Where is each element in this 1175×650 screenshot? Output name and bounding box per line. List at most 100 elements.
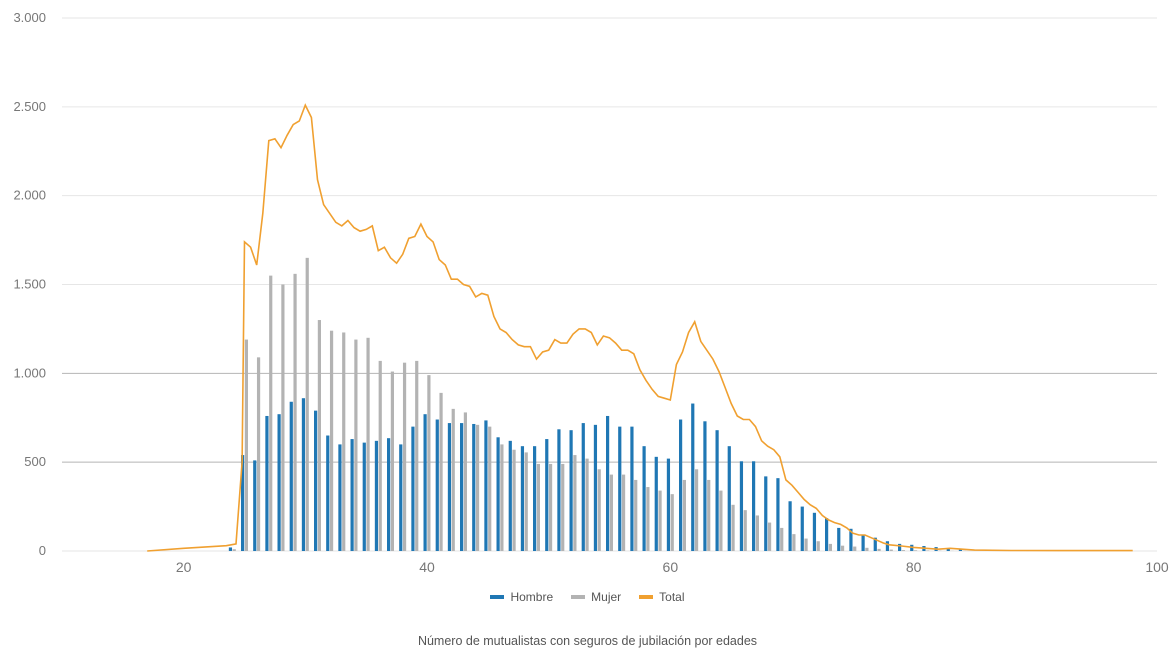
hombre-bar — [679, 419, 683, 551]
hombre-bar — [472, 423, 476, 551]
y-tick-label: 2.500 — [13, 99, 46, 114]
hombre-bar — [557, 429, 561, 551]
hombre-bar — [776, 478, 780, 551]
mujer-bar — [342, 332, 346, 551]
x-axis: 20 40 60 80 100 — [176, 559, 1169, 575]
mujer-bar — [670, 494, 674, 551]
mujer-bar — [682, 479, 686, 551]
mujer-bar — [573, 455, 577, 551]
legend-item-total[interactable]: Total — [639, 588, 685, 606]
hombre-bar — [946, 548, 950, 551]
mujer-bar — [804, 538, 808, 551]
mujer-bar — [585, 458, 589, 551]
chart-caption: Número de mutualistas con seguros de jub… — [417, 634, 758, 648]
legend-item-hombre[interactable]: Hombre — [490, 588, 553, 606]
mujer-bar — [244, 339, 248, 551]
legend-swatch-mujer — [571, 595, 586, 599]
legend-label-mujer: Mujer — [591, 590, 622, 604]
mujer-bar — [463, 412, 467, 551]
mujer-bar — [500, 444, 504, 551]
hombre-bar — [411, 426, 415, 551]
mujer-bar — [512, 449, 516, 551]
mujer-bar — [792, 534, 796, 551]
hombre-bar — [885, 541, 890, 551]
hombre-bar — [898, 543, 902, 551]
mujer-bar — [621, 474, 626, 551]
y-tick-label: 500 — [24, 454, 46, 469]
mujer-bar — [256, 357, 261, 551]
hombre-bar — [374, 440, 379, 551]
mujer-bar — [658, 490, 662, 551]
hombre-bar — [496, 437, 500, 551]
gridlines — [62, 17, 1157, 552]
mujer-bar — [913, 550, 918, 551]
y-tick-label: 1.000 — [13, 365, 46, 380]
hombre-bar — [727, 446, 731, 551]
hombre-bar — [314, 410, 318, 551]
mujer-bar — [755, 515, 759, 551]
legend-swatch-total — [639, 595, 654, 599]
hombre-bar — [593, 424, 598, 551]
legend-item-mujer[interactable]: Mujer — [571, 588, 621, 606]
y-axis: 0 500 1.000 1.500 2.000 2.500 3.000 — [13, 10, 46, 558]
mujer-bar — [780, 527, 784, 551]
x-tick-label: 60 — [663, 559, 679, 575]
hombre-bars — [228, 398, 963, 551]
mujer-bar — [232, 549, 236, 551]
mujer-bar — [269, 275, 273, 551]
x-tick-label: 40 — [419, 559, 435, 575]
hombre-bar — [958, 548, 963, 551]
mujer-bar — [548, 463, 553, 551]
hombre-bar — [435, 419, 439, 551]
hombre-bar — [241, 455, 245, 551]
hombre-bar — [338, 444, 342, 551]
hombre-bar — [837, 527, 841, 551]
hombre-bar — [447, 423, 452, 551]
hombre-bar — [484, 420, 488, 551]
mujer-bar — [646, 487, 650, 551]
mujer-bar — [415, 360, 419, 551]
mujer-bar — [597, 469, 601, 551]
legend-label-total: Total — [659, 590, 685, 604]
hombre-bar — [715, 430, 719, 551]
mujer-bar — [390, 371, 394, 551]
mujer-bar — [329, 330, 334, 551]
mujer-bar — [865, 547, 869, 551]
total-line — [147, 103, 1133, 552]
mujer-bar — [536, 463, 540, 551]
mujer-bar — [561, 463, 565, 551]
hombre-bar — [703, 421, 707, 551]
y-tick-label: 0 — [39, 543, 46, 558]
mujer-bar — [427, 375, 431, 551]
hombre-bar — [618, 426, 622, 551]
hombre-bar — [399, 444, 403, 551]
x-tick-label: 100 — [1145, 559, 1169, 575]
mujer-bar — [475, 424, 480, 551]
legend-swatch-hombre — [490, 595, 505, 599]
mujer-bar — [281, 284, 285, 551]
hombre-bar — [265, 415, 269, 551]
hombre-bar — [873, 537, 877, 551]
mujer-bar — [889, 549, 893, 551]
mujer-bar — [293, 273, 297, 551]
hombre-bar — [654, 456, 658, 551]
mujer-bar — [354, 339, 358, 551]
mujer-bar — [926, 550, 930, 551]
hombre-bar — [849, 528, 853, 551]
hombre-bar — [581, 423, 585, 551]
mujer-bar — [488, 426, 492, 551]
hombre-bar — [666, 458, 671, 551]
hombre-bar — [326, 435, 330, 551]
hombre-bar — [362, 442, 366, 551]
y-tick-label: 3.000 — [13, 10, 46, 25]
hombre-bar — [788, 501, 792, 551]
hombre-bar — [545, 439, 549, 551]
hombre-bar — [691, 403, 695, 551]
mujer-bar — [609, 474, 613, 551]
mujer-bar — [634, 479, 638, 551]
mujer-bar — [853, 546, 857, 551]
hombre-bar — [289, 401, 293, 551]
hombre-bar — [423, 414, 427, 551]
mujer-bar — [719, 490, 723, 551]
